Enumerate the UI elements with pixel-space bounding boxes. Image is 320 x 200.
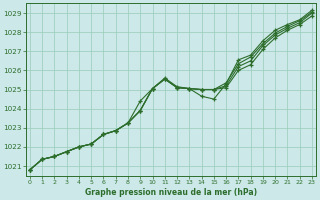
X-axis label: Graphe pression niveau de la mer (hPa): Graphe pression niveau de la mer (hPa) (85, 188, 257, 197)
